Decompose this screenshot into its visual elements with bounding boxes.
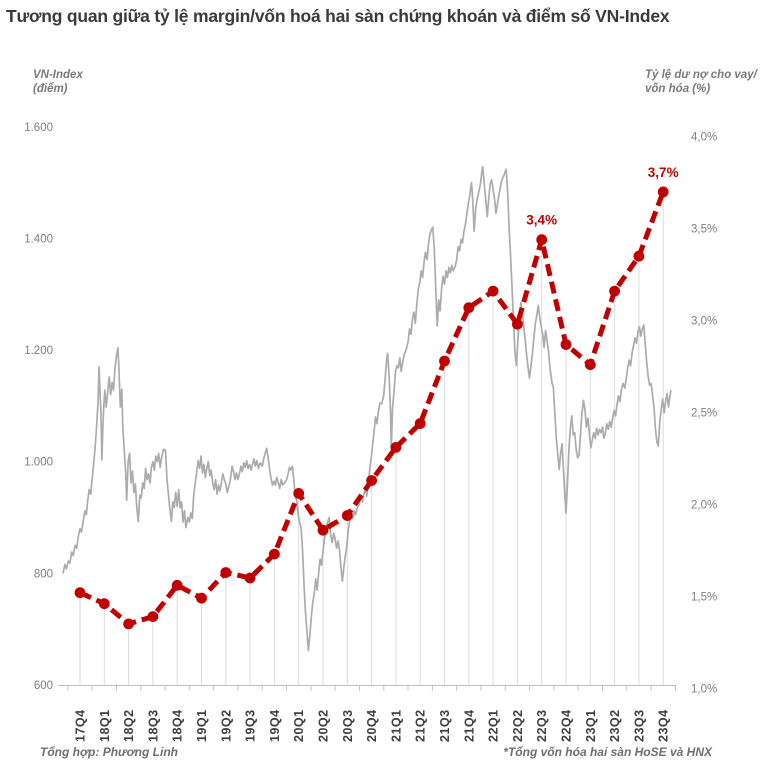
- margin-ratio-point: [512, 318, 523, 330]
- x-axis-label: 23Q1: [584, 709, 598, 742]
- margin-ratio-point: [536, 234, 548, 246]
- footnote: *Tổng vốn hóa hai sàn HoSE và HNX: [503, 745, 712, 759]
- margin-ratio-point: [463, 302, 475, 314]
- x-axis-label: 19Q3: [244, 709, 258, 742]
- margin-ratio-point: [487, 285, 499, 297]
- right-axis-tick-label: 1,0%: [691, 683, 717, 695]
- right-axis-title-line2: vốn hóa (%): [645, 83, 711, 95]
- left-axis-tick-label: 1.400: [24, 233, 53, 245]
- left-axis-tick-label: 600: [34, 680, 53, 692]
- margin-ratio-point: [657, 186, 669, 198]
- margin-ratio-point: [269, 548, 280, 560]
- x-axis-label: 22Q3: [535, 709, 549, 742]
- x-axis-label: 19Q1: [195, 709, 209, 742]
- x-axis-label: 18Q1: [98, 709, 112, 742]
- data-label: 3,4%: [526, 213, 557, 228]
- margin-ratio-point: [196, 592, 207, 604]
- margin-ratio-point: [633, 250, 645, 262]
- margin-ratio-point: [609, 285, 620, 297]
- x-axis-label: 23Q4: [657, 709, 671, 742]
- x-axis-label: 22Q2: [511, 709, 525, 742]
- margin-ratio-point: [584, 359, 596, 371]
- x-axis-label: 23Q3: [632, 709, 646, 742]
- x-axis-label: 20Q3: [341, 709, 355, 742]
- right-axis-tick-label: 2,0%: [691, 499, 717, 511]
- left-axis-tick-label: 1.200: [24, 345, 53, 357]
- margin-ratio-point: [317, 524, 329, 536]
- x-axis-label: 20Q2: [317, 709, 331, 742]
- x-axis-label: 20Q1: [292, 709, 306, 742]
- right-axis-title: Tỷ lệ dư nợ cho vay/ vốn hóa (%): [645, 68, 757, 96]
- left-axis-tick-label: 800: [34, 568, 53, 580]
- right-axis-tick-label: 3,5%: [691, 224, 717, 236]
- margin-ratio-point: [123, 618, 134, 630]
- margin-ratio-point: [414, 418, 426, 429]
- x-axis-label: 21Q4: [462, 709, 476, 742]
- data-label: 3,7%: [648, 165, 679, 180]
- left-axis-tick-label: 1.000: [24, 457, 53, 469]
- margin-ratio-point: [439, 355, 450, 367]
- margin-ratio-point: [244, 572, 256, 584]
- left-axis-title-line2: (điểm): [33, 83, 68, 95]
- left-axis-title-line1: VN-Index: [33, 69, 83, 81]
- x-axis-label: 23Q2: [608, 709, 622, 742]
- x-axis-label: 22Q4: [560, 709, 574, 742]
- x-axis-label: 22Q1: [487, 709, 501, 742]
- margin-ratio-point: [293, 488, 305, 499]
- x-axis-label: 19Q4: [268, 709, 282, 742]
- source-note: Tổng hợp: Phương Linh: [40, 745, 178, 759]
- margin-ratio-point: [74, 587, 86, 599]
- vnindex-line: [62, 166, 672, 652]
- x-axis-label: 18Q3: [146, 709, 160, 742]
- x-axis-label: 21Q3: [438, 709, 452, 742]
- margin-ratio-point: [220, 567, 232, 578]
- margin-ratio-point: [560, 339, 572, 350]
- left-axis-tick-label: 1.600: [24, 122, 53, 134]
- margin-ratio-point: [171, 579, 183, 591]
- margin-ratio-point: [147, 611, 159, 622]
- margin-ratio-point: [366, 475, 377, 486]
- x-axis-label: 19Q2: [219, 709, 233, 742]
- margin-ratio-point: [390, 442, 402, 453]
- right-axis-tick-label: 1,5%: [691, 591, 717, 603]
- margin-ratio-point: [341, 510, 353, 521]
- chart-title: Tương quan giữa tỷ lệ margin/vốn hoá hai…: [6, 6, 670, 26]
- x-axis-label: 21Q1: [389, 709, 403, 742]
- margin-ratio-point: [98, 598, 110, 610]
- x-axis-label: 18Q2: [122, 709, 136, 742]
- x-axis-label: 21Q2: [414, 709, 428, 742]
- right-axis-title-line1: Tỷ lệ dư nợ cho vay/: [645, 69, 757, 81]
- right-axis-tick-label: 3,0%: [691, 316, 717, 328]
- right-axis-tick-label: 2,5%: [691, 408, 717, 420]
- x-axis-label: 20Q4: [365, 709, 379, 742]
- x-axis-label: 18Q4: [171, 709, 185, 742]
- right-axis-tick-label: 4,0%: [691, 132, 717, 144]
- left-axis-title: VN-Index (điểm): [33, 68, 83, 96]
- x-axis-label: 17Q4: [74, 709, 88, 742]
